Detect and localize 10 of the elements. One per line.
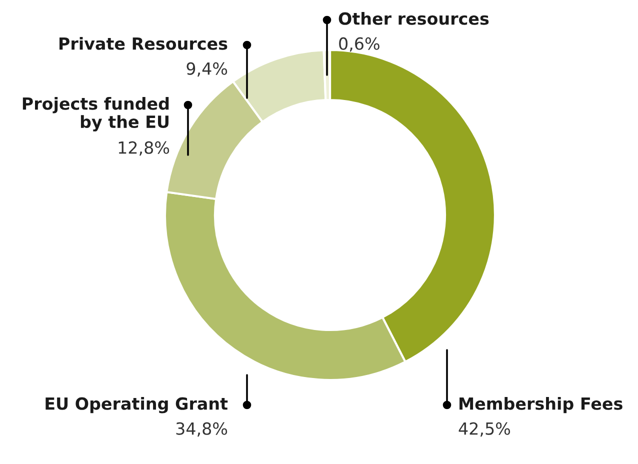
slice-label: EU Operating Grant (46, 397, 228, 414)
data-label: 0,6% (339, 37, 380, 52)
data-label: 34,8% (176, 422, 228, 437)
slice-label: Private Resources (60, 37, 228, 50)
slice-label: Membership Fees (460, 397, 622, 414)
data-label: 9,4% (186, 62, 228, 77)
data-label: 42,5% (458, 422, 510, 437)
slice-label: Other resources (338, 12, 489, 25)
slice-label: Projects funded by the EU (22, 97, 169, 132)
data-label: 12,8% (118, 141, 170, 156)
